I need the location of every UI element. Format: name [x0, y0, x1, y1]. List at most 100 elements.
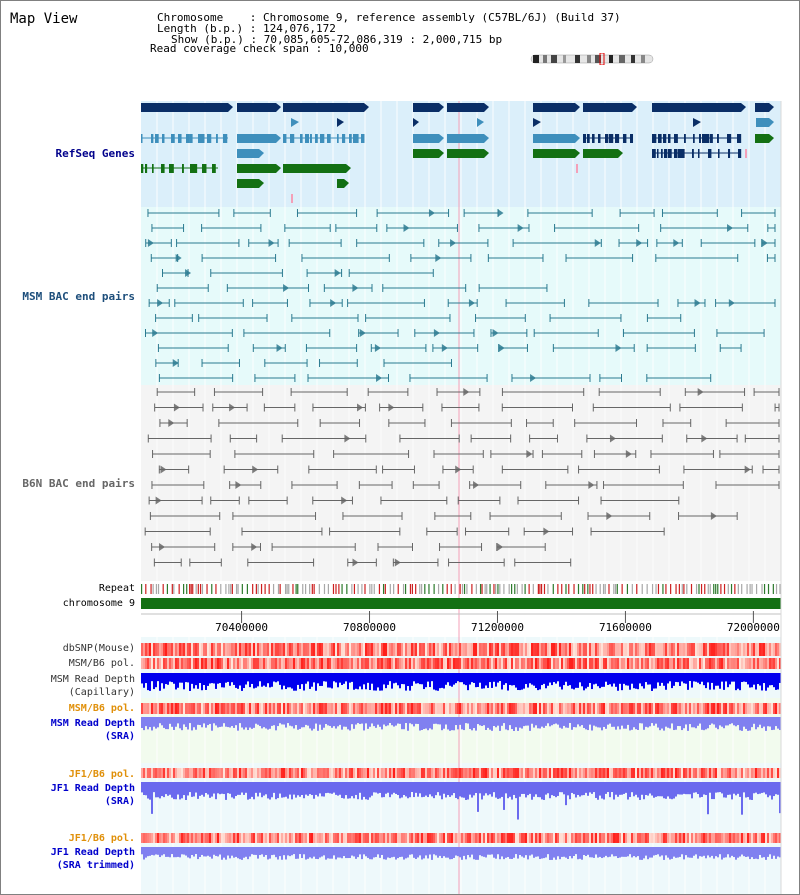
jf1-b6-pol-trimmed-heat: [725, 833, 727, 843]
jf1-b6-pol-heat: [613, 768, 615, 778]
jf1-trimmed-depth: [409, 847, 411, 855]
msm-capillary-depth: [593, 673, 595, 685]
jf1-b6-pol-trimmed-heat: [713, 833, 715, 843]
msm-b6-pol-sra-heat: [567, 703, 569, 714]
jf1-sra-depth: [201, 782, 203, 795]
dbsnp-heat: [659, 643, 661, 656]
bac-arrow: [530, 374, 537, 382]
msm-b6-pol-heat: [399, 658, 401, 669]
dbsnp-heat: [529, 643, 531, 656]
msm-sra-depth: [423, 717, 425, 730]
msm-b6-pol-heat: [487, 658, 489, 669]
dbsnp-heat: [207, 643, 209, 656]
jf1-b6-pol-heat: [177, 768, 179, 778]
jf1-trimmed-depth: [707, 847, 709, 856]
msm-capillary-depth: [549, 673, 551, 683]
msm-b6-pol-heat: [277, 658, 279, 669]
msm-capillary-depth: [663, 673, 665, 686]
jf1-trimmed-depth: [637, 847, 639, 857]
jf1-b6-pol-heat: [179, 768, 181, 778]
bac-arrow: [352, 558, 359, 567]
jf1-trimmed-depth: [427, 847, 429, 859]
dbsnp-heat: [765, 643, 767, 656]
jf1-b6-pol-heat: [141, 768, 143, 778]
jf1-b6-pol-heat: [759, 768, 761, 778]
jf1-b6-pol-heat: [515, 768, 517, 778]
msm-sra-depth: [285, 717, 287, 728]
jf1-b6-pol-heat: [605, 768, 607, 778]
bac-arrow: [152, 329, 159, 337]
jf1-b6-pol-heat: [485, 768, 487, 778]
jf1-sra-depth: [435, 782, 437, 796]
dbsnp-heat: [531, 643, 533, 656]
jf1-b6-pol-trimmed-heat: [243, 833, 245, 843]
jf1-trimmed-depth: [681, 847, 683, 855]
msm-b6-pol-heat: [549, 658, 551, 669]
jf1-b6-pol-heat: [479, 768, 481, 778]
msm-b6-pol-sra-heat: [723, 703, 725, 714]
gene-strand-arrow: [484, 149, 489, 158]
jf1-b6-pol-heat: [779, 768, 781, 778]
msm-capillary-depth: [683, 673, 685, 684]
msm-sra-depth: [445, 717, 447, 725]
msm-capillary-depth: [435, 673, 437, 691]
msm-b6-pol-sra-heat: [635, 703, 637, 714]
jf1-sra-depth: [567, 782, 569, 796]
msm-b6-pol-heat: [633, 658, 635, 669]
msm-sra-depth: [175, 717, 177, 727]
jf1-trimmed-depth: [509, 847, 511, 859]
jf1-b6-pol-heat: [443, 768, 445, 778]
msm-sra-depth: [559, 717, 561, 728]
msm-capillary-depth: [535, 673, 537, 688]
msm-b6-pol-heat: [717, 658, 719, 669]
repeat-mark: [228, 584, 230, 594]
jf1-b6-pol-heat: [671, 768, 673, 778]
dbsnp-heat: [219, 643, 221, 656]
repeat-mark: [651, 584, 654, 594]
msm-b6-pol-heat: [579, 658, 581, 669]
jf1-b6-pol-trimmed-heat: [335, 833, 337, 843]
msm-b6-pol-sra-heat: [355, 703, 357, 714]
jf1-b6-pol-trimmed-heat: [595, 833, 597, 843]
msm-capillary-depth: [323, 673, 325, 682]
jf1-trimmed-depth: [769, 847, 771, 855]
jf1-sra-depth: [347, 782, 349, 799]
refseq-gene-exon: [190, 164, 195, 173]
chromosome-ideogram-icon[interactable]: [529, 53, 659, 65]
jf1-b6-pol-trimmed-heat: [707, 833, 709, 843]
jf1-b6-pol-trimmed-heat: [187, 833, 189, 843]
jf1-b6-pol-heat: [607, 768, 609, 778]
dbsnp-heat: [341, 643, 343, 656]
msm-read-depth-capillary-label-1: MSM Read Depth: [50, 674, 135, 685]
dbsnp-heat: [443, 643, 445, 656]
msm-b6-pol-sra-heat: [469, 703, 471, 714]
jf1-trimmed-depth: [701, 847, 703, 857]
jf1-b6-pol-heat: [277, 768, 279, 778]
msm-read-depth-capillary-label-2: (Capillary): [68, 687, 135, 698]
jf1-trimmed-depth: [691, 847, 693, 858]
msm-b6-pol-heat: [311, 658, 313, 669]
msm-sra-depth: [635, 717, 637, 730]
msm-b6-pol-sra-heat: [341, 703, 343, 714]
bac-arrow: [235, 481, 242, 489]
msm-capillary-depth: [697, 673, 699, 683]
jf1-trimmed-depth: [553, 847, 555, 858]
jf1-b6-pol-heat: [753, 768, 755, 778]
msm-b6-pol-sra-heat: [545, 703, 547, 714]
msm-b6-pol-sra-heat: [173, 703, 175, 714]
msm-b6-pol-heat: [553, 658, 555, 669]
dbsnp-heat: [731, 643, 733, 656]
jf1-trimmed-depth: [565, 847, 567, 858]
dbsnp-heat: [547, 643, 549, 656]
dbsnp-heat: [689, 643, 691, 656]
msm-b6-pol-sra-heat: [181, 703, 183, 714]
jf1-trimmed-depth: [357, 847, 359, 858]
jf1-trimmed-depth: [293, 847, 295, 855]
msm-sra-depth: [663, 717, 665, 731]
msm-sra-depth: [487, 717, 489, 728]
jf1-sra-depth: [465, 782, 467, 800]
repeat-mark: [690, 584, 693, 594]
msm-b6-pol-heat: [397, 658, 399, 669]
msm-b6-pol-heat: [223, 658, 225, 669]
